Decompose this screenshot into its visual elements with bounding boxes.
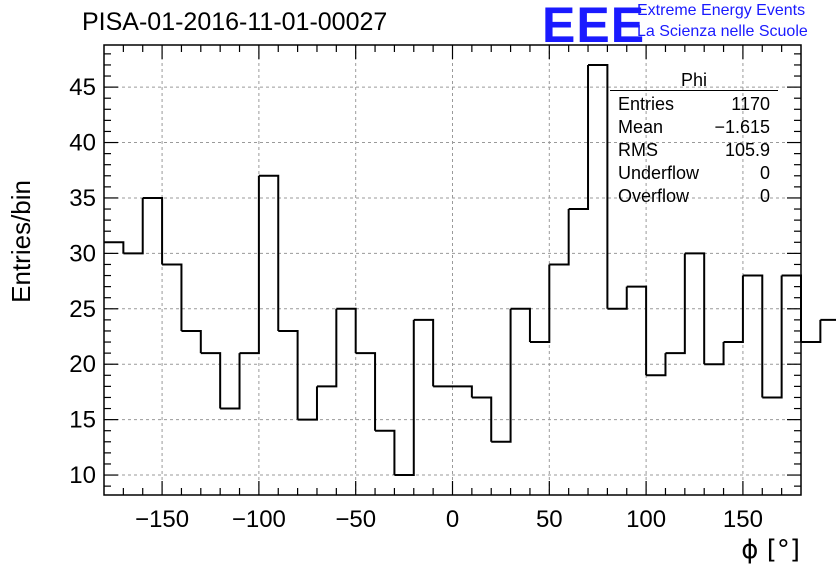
logo-tagline-1: Extreme Energy Events [637, 2, 806, 19]
stats-value: 105.9 [724, 140, 770, 160]
histogram-bin [529, 264, 551, 344]
histogram-bin [355, 352, 377, 431]
y-tick-label: 15 [69, 407, 96, 434]
stats-label: Underflow [618, 163, 700, 183]
histogram-bin [762, 275, 783, 399]
y-tick-label: 30 [69, 240, 96, 267]
stats-value: 0 [759, 163, 770, 183]
histogram-bin [510, 307, 531, 343]
histogram-bin [646, 353, 667, 377]
histogram-bin [336, 307, 357, 354]
logo-tagline-2: La Scienza nelle Scuole [637, 23, 808, 40]
histogram-bin [142, 196, 164, 265]
histogram-bin [181, 329, 202, 354]
y-tick-label: 25 [69, 296, 96, 323]
histogram-bin [220, 353, 241, 410]
histogram-bin [801, 319, 822, 344]
histogram-bin [104, 241, 125, 254]
histogram-bin [200, 352, 222, 409]
stats-label: Entries [618, 94, 675, 114]
y-axis-title: Entries/bin [6, 180, 36, 303]
y-tick-label: 10 [69, 462, 96, 489]
x-tick-label: 50 [536, 506, 563, 533]
y-tick-label: 20 [69, 351, 96, 378]
histogram-bin [607, 286, 628, 310]
x-tick-labels: −150 −100 −50 0 50 100 150 [135, 506, 763, 533]
stats-value: 1170 [731, 94, 770, 114]
x-tick-label: −150 [135, 506, 189, 533]
histogram-bin [278, 329, 299, 420]
stats-value: 0 [759, 186, 770, 206]
y-tick-label: 40 [69, 130, 96, 157]
histogram-bin [820, 318, 836, 321]
axis-ticks [104, 45, 801, 495]
stats-box: Phi Entries 1170 Mean −1.615 RMS 105.9 U… [610, 70, 778, 208]
histogram-bin [162, 263, 183, 331]
histogram-bin [123, 197, 144, 255]
stats-title: Phi [610, 70, 778, 91]
histogram-bin [258, 174, 280, 331]
x-tick-label: −100 [232, 506, 286, 533]
x-tick-label: 150 [723, 506, 763, 533]
y-tick-label: 35 [69, 185, 96, 212]
histogram-bin [742, 274, 764, 398]
histogram-bin [297, 386, 318, 421]
histogram-bin [549, 209, 570, 266]
histogram-bin [684, 252, 706, 365]
histogram-bin [568, 64, 590, 211]
stats-row-underflow: Underflow 0 [610, 162, 778, 185]
stats-row-overflow: Overflow 0 [610, 185, 778, 208]
y-tick-label: 45 [69, 74, 96, 101]
histogram-bin [588, 63, 609, 309]
stats-row-entries: Entries 1170 [610, 93, 778, 116]
histogram-bin [375, 429, 396, 476]
histogram-bin [316, 308, 338, 388]
x-tick-label: −50 [335, 506, 376, 533]
x-tick-label: 0 [446, 506, 459, 533]
histogram-bin [665, 253, 686, 355]
stats-value: −1.615 [714, 117, 770, 137]
histogram-bin [471, 396, 493, 442]
stats-row-rms: RMS 105.9 [610, 139, 778, 162]
eee-logo-mark: EEE [542, 0, 646, 53]
histogram-bin [723, 275, 744, 344]
histogram-bin [704, 342, 725, 366]
histogram-bin [452, 385, 473, 398]
stats-label: Overflow [618, 186, 690, 206]
histogram-bin [413, 318, 435, 387]
stats-row-mean: Mean −1.615 [610, 116, 778, 139]
y-tick-labels: 10 15 20 25 30 35 40 45 [69, 74, 96, 489]
histogram-bin [491, 308, 512, 443]
stats-label: RMS [618, 140, 658, 160]
x-tick-label: 100 [626, 506, 666, 533]
stats-label: Mean [618, 117, 664, 137]
histogram-bin [239, 175, 260, 355]
histogram-bin [394, 319, 415, 477]
x-axis-title: ϕ [°] [741, 535, 800, 565]
histogram-bin [626, 285, 648, 376]
histogram-bins [104, 63, 836, 477]
run-title: PISA-01-2016-11-01-00027 [82, 8, 388, 36]
